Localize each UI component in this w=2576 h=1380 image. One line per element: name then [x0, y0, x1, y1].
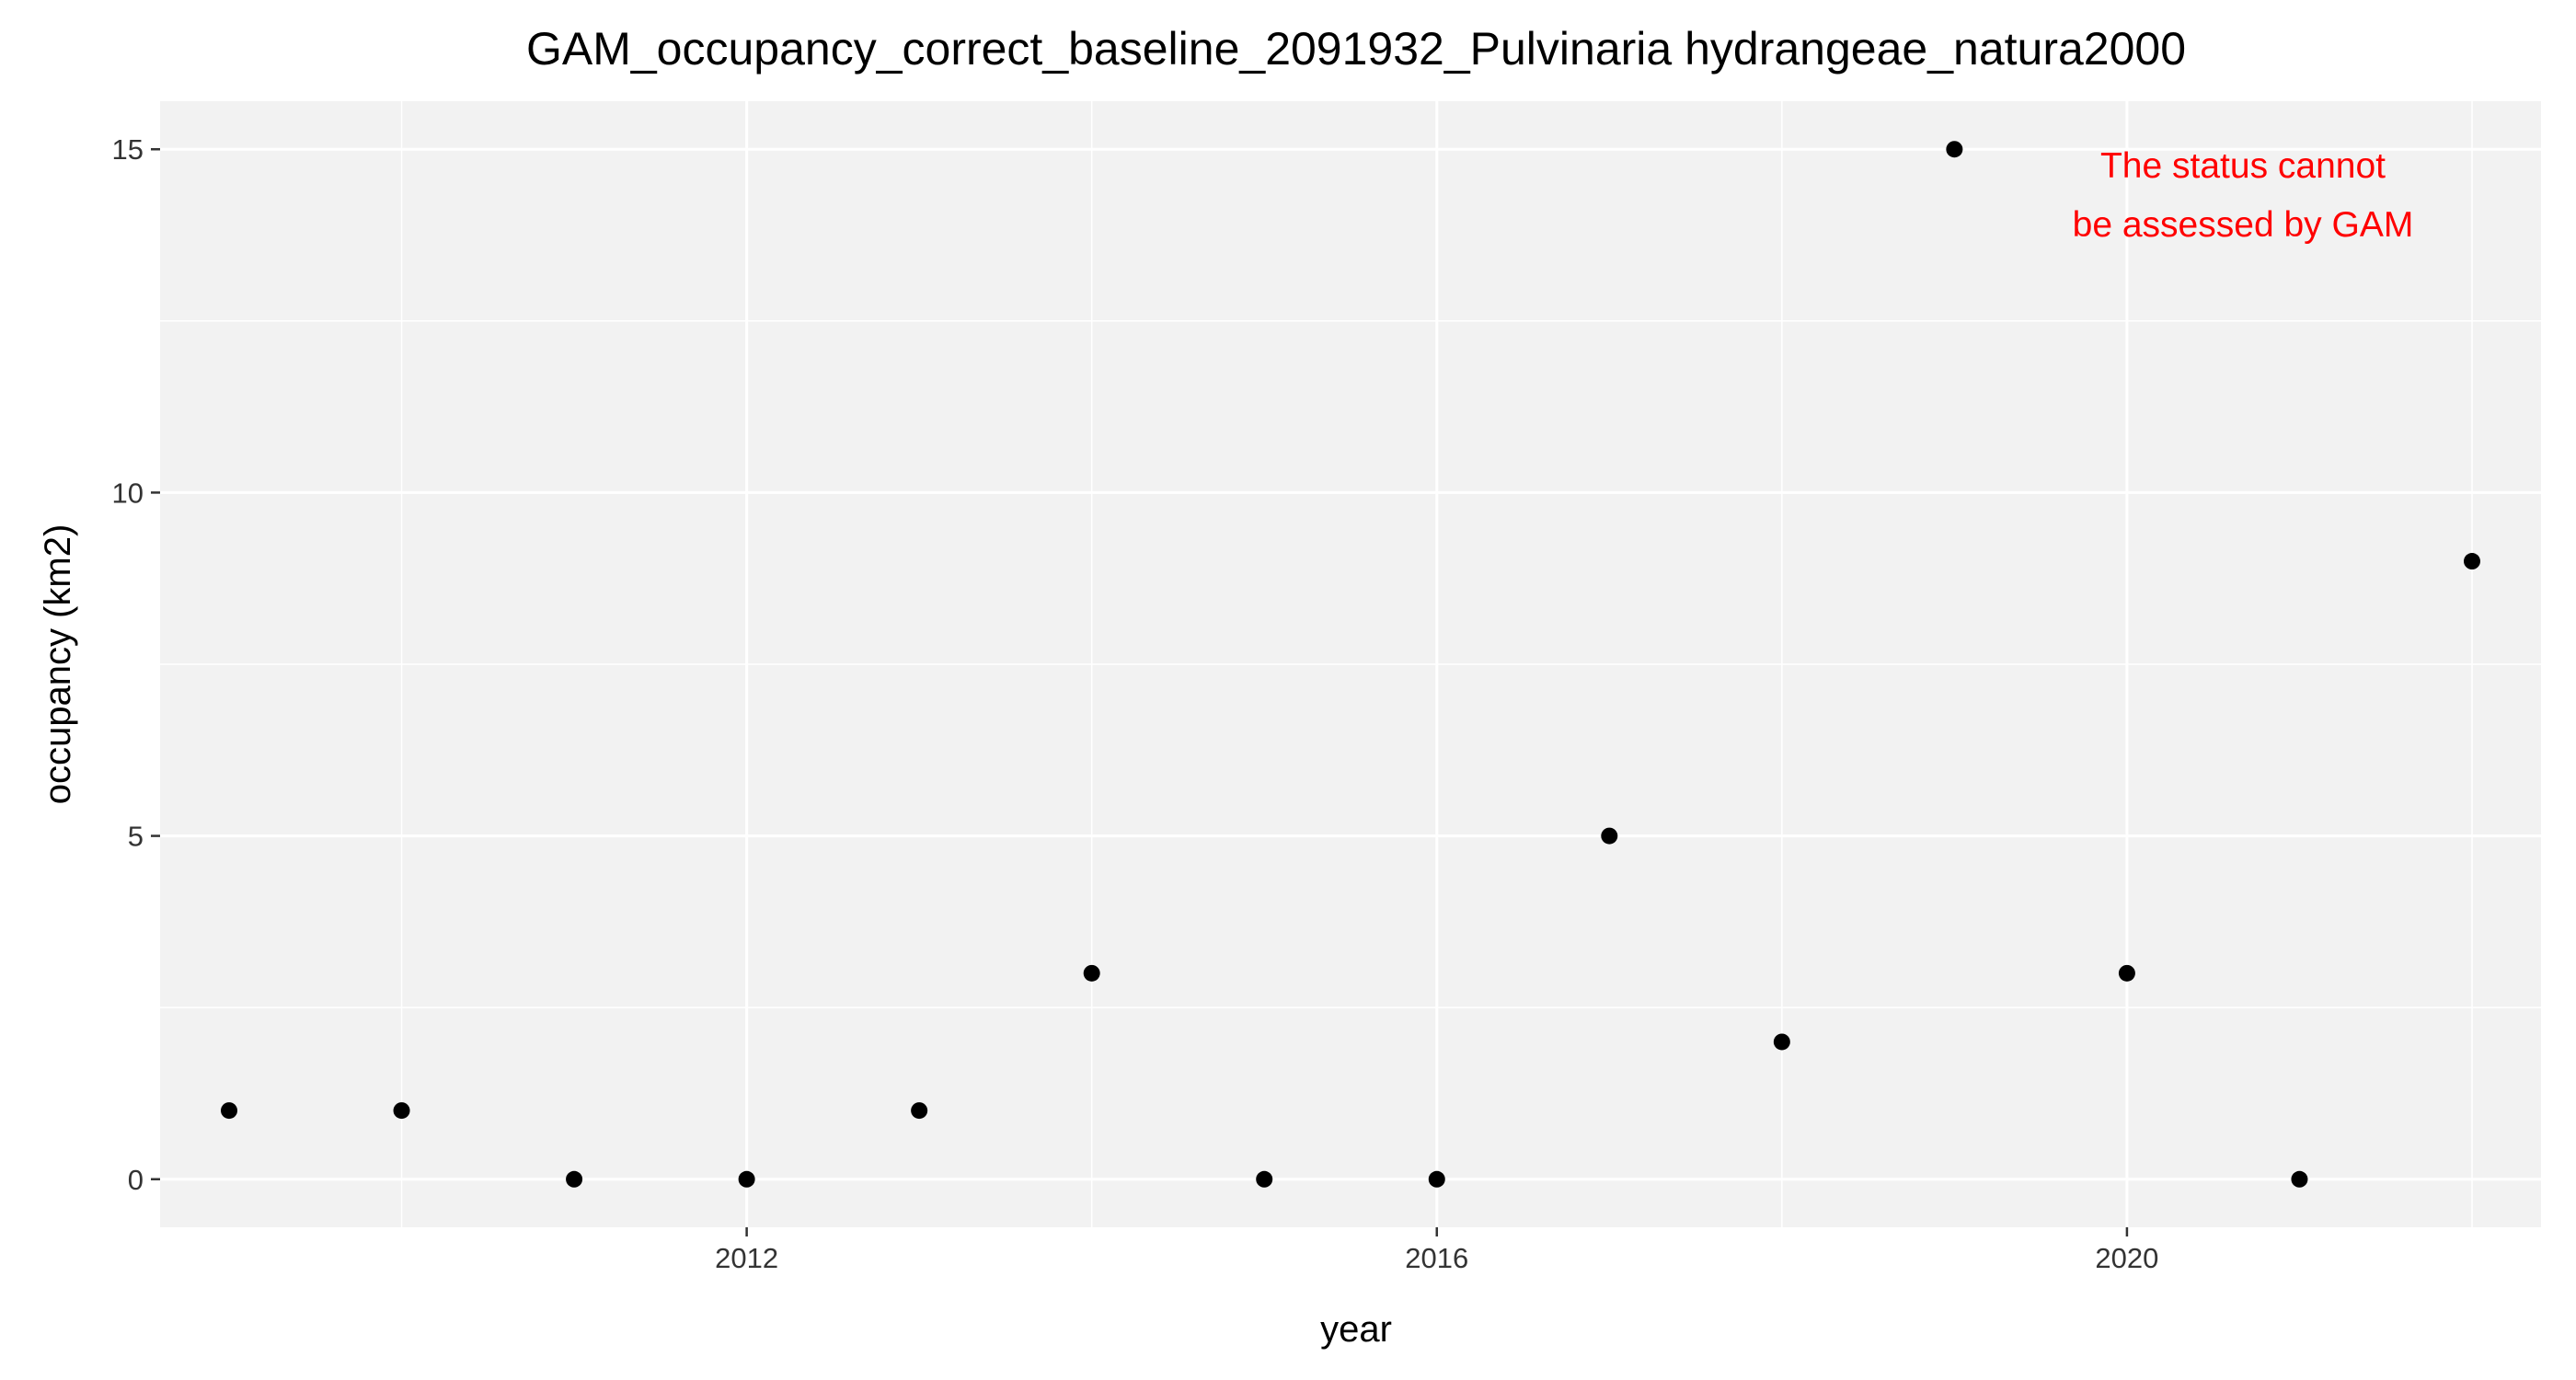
data-point	[1428, 1170, 1445, 1188]
data-point	[2118, 964, 2135, 982]
data-point	[1946, 141, 1963, 158]
data-point	[2291, 1170, 2308, 1188]
annotation: The status cannot be assessed by GAM	[2073, 146, 2414, 245]
x-tick-label: 2016	[1405, 1242, 1468, 1274]
chart-title: GAM_occupancy_correct_baseline_2091932_P…	[526, 23, 2186, 75]
grid-lines	[160, 101, 2541, 1227]
data-point	[1083, 964, 1100, 982]
data-point	[221, 1102, 238, 1120]
data-point	[566, 1170, 583, 1188]
y-tick-label: 10	[112, 477, 144, 509]
x-tick-label: 2012	[715, 1242, 778, 1274]
y-tick-label: 5	[128, 821, 144, 853]
data-point	[738, 1170, 755, 1188]
y-tick-label: 15	[112, 133, 144, 166]
data-point	[393, 1102, 410, 1120]
annotation-line: be assessed by GAM	[2073, 205, 2414, 245]
x-axis-label: year	[1320, 1309, 1392, 1350]
y-tick-label: 0	[128, 1164, 144, 1196]
y-axis-label: occupancy (km2)	[38, 524, 78, 805]
data-point	[1256, 1170, 1273, 1188]
data-point	[911, 1102, 928, 1120]
x-tick-label: 2020	[2095, 1242, 2158, 1274]
data-points	[221, 141, 2480, 1188]
data-point	[1601, 827, 1618, 845]
x-axis: 2012 2016 2020	[715, 1227, 2158, 1274]
annotation-line: The status cannot	[2100, 146, 2386, 186]
y-axis: 0 5 10 15	[112, 133, 160, 1196]
data-point	[1773, 1033, 1790, 1051]
data-point	[2463, 553, 2480, 570]
